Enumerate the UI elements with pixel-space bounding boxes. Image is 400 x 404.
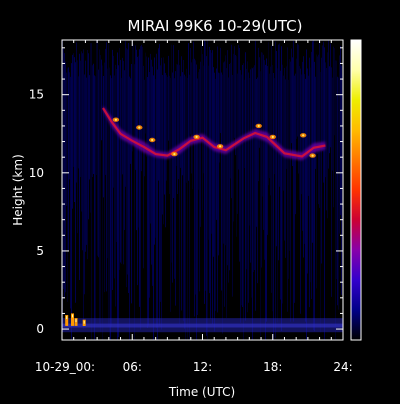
- cloud-peak-center: [151, 138, 154, 142]
- cloud-layer-core: [102, 107, 326, 158]
- colorbar: [350, 39, 362, 341]
- surface-echo-highlight: [66, 316, 68, 319]
- surface-echo-point: [65, 315, 69, 326]
- cloud-peak-center: [271, 135, 274, 138]
- cloud-peak-center: [195, 135, 198, 138]
- surface-band: [62, 318, 343, 333]
- surface-echo-highlight: [83, 320, 85, 324]
- surface-echo-point: [71, 313, 74, 326]
- surface-band-core: [62, 323, 343, 328]
- colorbar-frame: [350, 39, 362, 341]
- x-tick-label: 24:: [333, 360, 352, 374]
- x-tick-label: 10-29_00:: [35, 360, 95, 374]
- surface-echo: [65, 313, 86, 326]
- colorbar-fill: [351, 40, 361, 340]
- cloud-peak-center: [311, 154, 314, 157]
- cloud-peak-center: [257, 124, 260, 127]
- x-axis-label: Time (UTC): [168, 385, 235, 399]
- cloud-peak-center: [138, 126, 141, 129]
- y-axis: 0 5 10 15: [29, 47, 343, 336]
- surface-echo-highlight: [75, 319, 77, 323]
- cloud-peak-center: [219, 145, 222, 148]
- y-axis-label: Height (km): [11, 154, 25, 225]
- cloud-peak-center: [173, 153, 176, 156]
- y-tick-label: 0: [36, 322, 44, 336]
- y-tick-label: 5: [36, 244, 44, 258]
- surface-echo-highlight: [72, 314, 73, 318]
- plot-background: [62, 40, 343, 340]
- x-tick-label: 18:: [263, 360, 282, 374]
- x-axis: 10-29_00: 06: 12: 18: 24:: [35, 40, 353, 374]
- noise-layer: [62, 40, 343, 340]
- x-tick-label: 12:: [193, 360, 212, 374]
- cloud-peak-center: [302, 134, 305, 137]
- chart-title: MIRAI 99K6 10-29(UTC): [128, 17, 303, 35]
- cloud-layer: [102, 105, 326, 161]
- y-tick-label: 10: [29, 166, 44, 180]
- x-tick-label: 06:: [123, 360, 142, 374]
- y-tick-label: 15: [29, 88, 44, 102]
- cloud-peak-center: [114, 118, 117, 121]
- plot-area: [62, 40, 343, 340]
